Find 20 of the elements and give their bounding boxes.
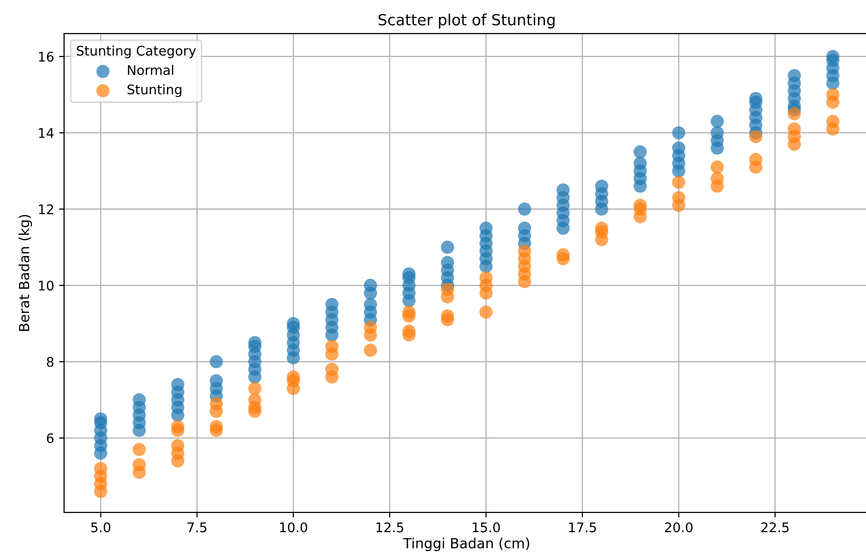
y-tick-label: 10 [39,280,54,291]
y-axis-title: Berat Badan (kg) [18,214,32,331]
x-tick-label: 15.0 [472,522,500,532]
legend-title: Stunting Category [76,45,196,58]
legend-label: Stunting [128,84,182,97]
x-tick-label: 17.5 [569,522,596,532]
x-tick-label: 10.0 [280,522,308,532]
x-tick-label: 12.5 [376,522,404,532]
y-tick-label: 8 [46,356,54,367]
x-tick-label: 5.0 [91,522,110,532]
y-tick-label: 12 [39,204,54,214]
y-tick-label: 6 [46,433,54,444]
x-tick-label: 7.5 [188,522,206,532]
x-axis-title: Tinggi Badan (cm) [403,538,530,552]
x-tick-label: 20.0 [664,522,693,532]
y-tick-label: 14 [39,128,54,138]
y-tick-label: 16 [39,52,54,62]
legend-label: Normal [128,64,174,76]
x-tick-label: 22.5 [761,522,789,532]
chart-title: Scatter plot of Stunting [378,14,555,28]
